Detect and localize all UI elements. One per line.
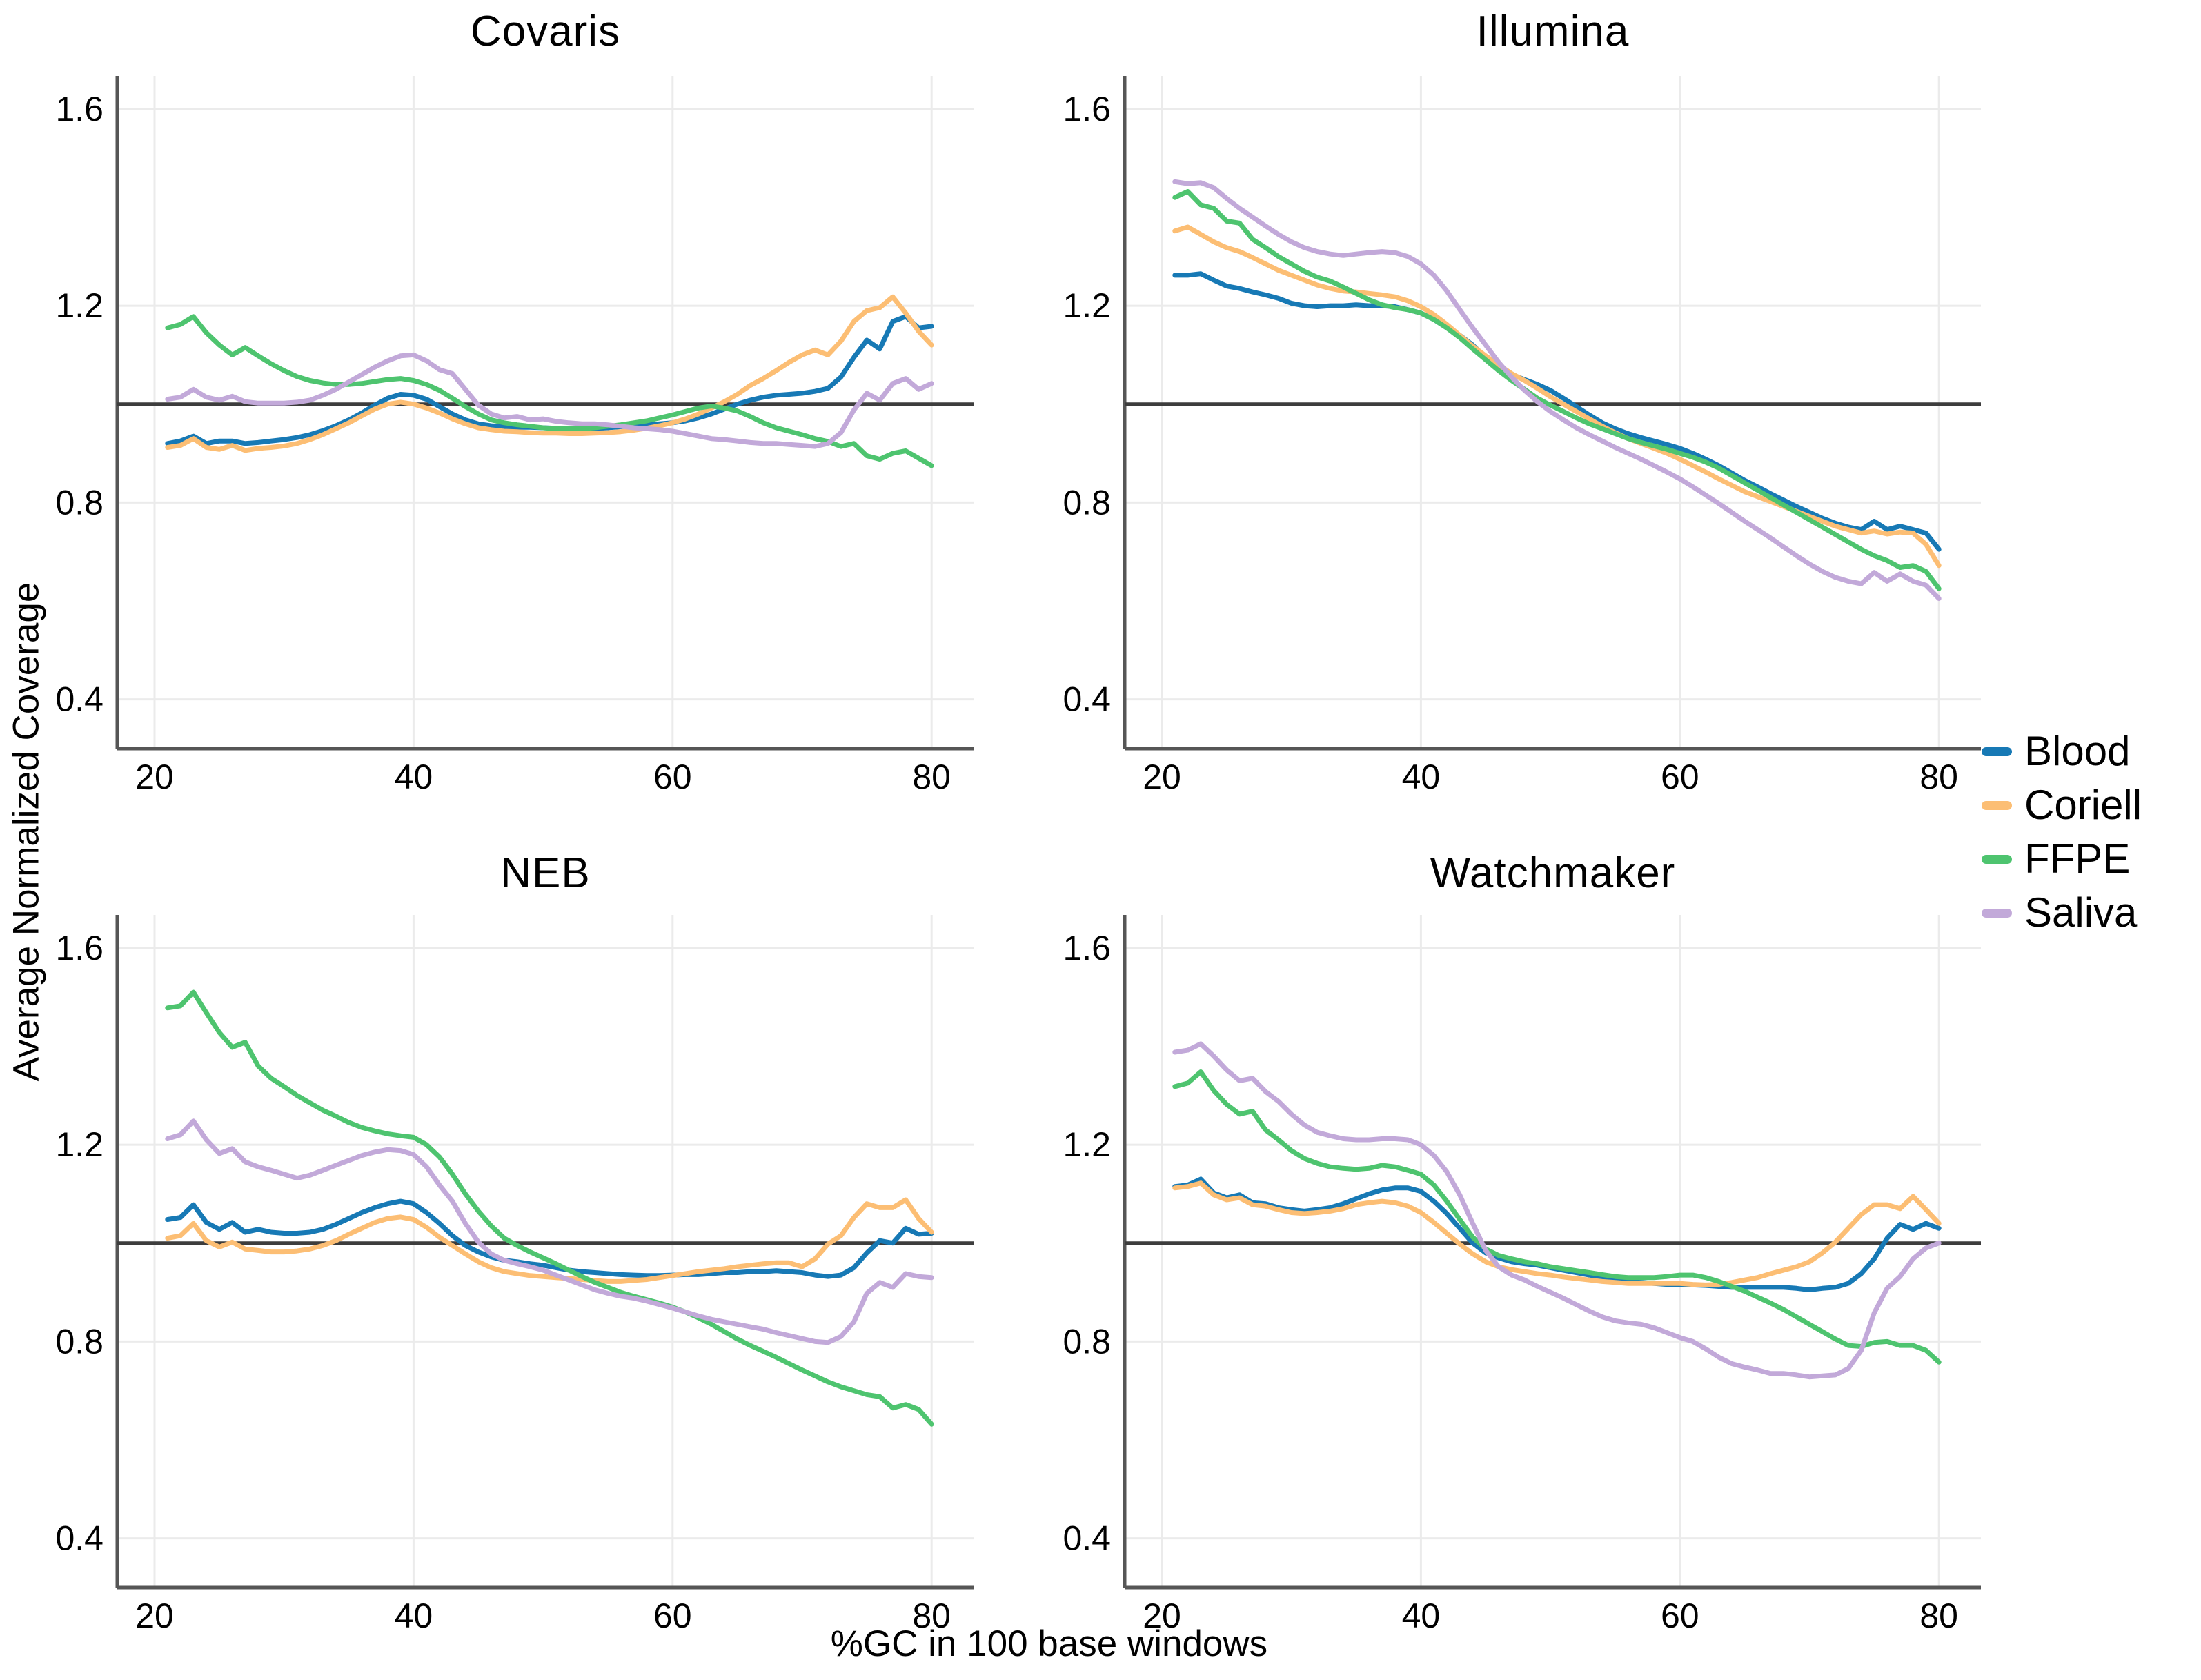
legend: Blood Coriell FFPE Saliva xyxy=(1982,724,2201,940)
y-tick-label: 0.4 xyxy=(55,680,103,719)
x-tick-label: 40 xyxy=(1402,758,1441,796)
y-axis-label: Average Normalized Coverage xyxy=(6,582,47,1081)
series-line-coriell xyxy=(165,294,934,453)
series-line-blood xyxy=(1172,1176,1942,1292)
series-line-coriell xyxy=(1172,1180,1942,1287)
y-tick-label: 1.2 xyxy=(55,286,103,325)
y-tick-label: 1.6 xyxy=(55,90,103,128)
y-tick-label: 0.8 xyxy=(1063,1322,1111,1361)
x-tick-label: 80 xyxy=(1919,758,1958,796)
legend-label-blood: Blood xyxy=(2024,728,2131,774)
y-tick-label: 0.8 xyxy=(1063,483,1111,522)
y-tick-label: 0.4 xyxy=(1063,680,1111,719)
series-line-saliva xyxy=(1172,179,1942,601)
x-tick-label: 80 xyxy=(912,758,951,796)
x-tick-label: 80 xyxy=(912,1597,951,1635)
series-line-ffpe xyxy=(1172,1069,1942,1365)
y-tick-label: 1.6 xyxy=(1063,90,1111,128)
y-tick-label: 0.4 xyxy=(1063,1519,1111,1558)
y-tick-label: 1.6 xyxy=(55,929,103,967)
series-line-saliva xyxy=(165,352,934,449)
series-line-saliva xyxy=(165,1118,934,1345)
legend-item-coriell: Coriell xyxy=(1982,778,2201,832)
x-tick-label: 20 xyxy=(135,758,174,796)
y-axis-label-container: Average Normalized Coverage xyxy=(6,0,47,1663)
y-tick-label: 1.6 xyxy=(1063,929,1111,967)
y-tick-label: 1.2 xyxy=(1063,1125,1111,1164)
saliva-line-swatch-icon xyxy=(1982,908,2012,918)
panel-title-covaris: Covaris xyxy=(470,8,621,55)
series-line-coriell xyxy=(1172,224,1942,569)
x-tick-label: 40 xyxy=(1402,1597,1441,1635)
y-tick-label: 0.8 xyxy=(55,483,103,522)
legend-label-ffpe: FFPE xyxy=(2024,836,2131,882)
series-line-blood xyxy=(165,314,934,446)
legend-label-saliva: Saliva xyxy=(2024,889,2138,936)
x-tick-label: 60 xyxy=(1661,758,1699,796)
legend-item-blood: Blood xyxy=(1982,724,2201,778)
blood-line-swatch-icon xyxy=(1982,747,2012,756)
panel-title-illumina: Illumina xyxy=(1476,8,1630,55)
series-line-blood xyxy=(1172,271,1942,552)
y-tick-label: 0.4 xyxy=(55,1519,103,1558)
x-axis-label: %GC in 100 base windows xyxy=(830,1623,1268,1664)
panel-title-watchmaker: Watchmaker xyxy=(1430,849,1676,897)
panel-title-neb: NEB xyxy=(500,849,591,897)
y-tick-label: 0.8 xyxy=(55,1322,103,1361)
series-line-ffpe xyxy=(1172,189,1942,591)
series-line-coriell xyxy=(165,1197,934,1284)
x-tick-label: 20 xyxy=(1143,1597,1181,1635)
y-tick-label: 1.2 xyxy=(1063,286,1111,325)
x-tick-label: 40 xyxy=(395,1597,433,1635)
series-line-ffpe xyxy=(165,989,934,1427)
x-tick-label: 60 xyxy=(653,758,692,796)
x-tick-label: 40 xyxy=(395,758,433,796)
coriell-line-swatch-icon xyxy=(1982,800,2012,810)
x-tick-label: 80 xyxy=(1919,1597,1958,1635)
x-tick-label: 20 xyxy=(1143,758,1181,796)
x-tick-label: 20 xyxy=(135,1597,174,1635)
legend-label-coriell: Coriell xyxy=(2024,782,2142,828)
series-line-blood xyxy=(165,1198,934,1279)
x-tick-label: 60 xyxy=(1661,1597,1699,1635)
series-line-saliva xyxy=(1172,1041,1942,1380)
legend-item-ffpe: FFPE xyxy=(1982,832,2201,886)
legend-item-saliva: Saliva xyxy=(1982,886,2201,940)
x-tick-label: 60 xyxy=(653,1597,692,1635)
y-tick-label: 1.2 xyxy=(55,1125,103,1164)
ffpe-line-swatch-icon xyxy=(1982,854,2012,864)
series-line-ffpe xyxy=(165,314,934,468)
